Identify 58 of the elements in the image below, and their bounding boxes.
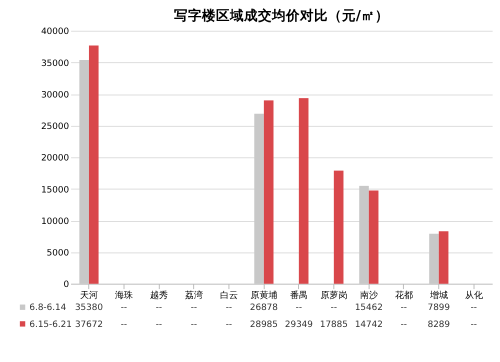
data-label: 26878 bbox=[250, 303, 278, 314]
bar bbox=[79, 60, 89, 284]
y-tick-label: 5000 bbox=[46, 248, 70, 259]
text: -- bbox=[156, 303, 162, 314]
data-label: 28985 bbox=[250, 320, 278, 330]
data-label: 35380 bbox=[74, 303, 104, 314]
data-label: 14742 bbox=[354, 320, 383, 330]
x-tick-label: 海珠 bbox=[114, 290, 133, 301]
text: -- bbox=[226, 303, 232, 314]
x-tick-label: 原萝岗 bbox=[320, 290, 348, 301]
bar bbox=[334, 170, 344, 284]
text: -- bbox=[470, 303, 477, 314]
y-tick-label: 10000 bbox=[41, 216, 70, 227]
bar bbox=[368, 190, 378, 284]
x-tick-label: 原黄埔 bbox=[250, 290, 278, 301]
data-label: 15462 bbox=[354, 303, 383, 314]
text: -- bbox=[400, 303, 408, 314]
data-label: 29349 bbox=[284, 320, 313, 330]
data-label: 17885 bbox=[320, 320, 348, 330]
text: -- bbox=[156, 320, 162, 330]
y-tick-label: 25000 bbox=[41, 122, 70, 132]
text: -- bbox=[226, 320, 232, 330]
data-label: 37672 bbox=[74, 320, 103, 330]
text: -- bbox=[296, 303, 302, 314]
legend-label: 6.15-6.21 bbox=[29, 320, 72, 330]
text: -- bbox=[190, 320, 198, 330]
x-tick-label: 花都 bbox=[394, 290, 413, 301]
x-tick-label: 增城 bbox=[428, 290, 448, 301]
y-tick-label: 30000 bbox=[41, 90, 70, 100]
legend-label: 6.8-6.14 bbox=[29, 303, 67, 314]
bar bbox=[429, 234, 439, 284]
data-label: 8289 bbox=[428, 320, 450, 330]
x-tick-label: 从化 bbox=[464, 290, 483, 301]
y-tick-label: 0 bbox=[64, 280, 70, 290]
x-tick-label: 南沙 bbox=[360, 290, 378, 301]
y-tick-label: 20000 bbox=[41, 154, 70, 164]
text: -- bbox=[330, 303, 338, 314]
text: -- bbox=[120, 320, 128, 330]
bar bbox=[264, 100, 274, 284]
x-tick-label: 白云 bbox=[220, 290, 238, 301]
x-tick-label: 天河 bbox=[80, 290, 98, 301]
y-tick-label: 40000 bbox=[41, 27, 70, 38]
data-label: 7899 bbox=[428, 303, 450, 314]
x-tick-label: 番禺 bbox=[290, 290, 308, 301]
y-tick-label: 15000 bbox=[41, 185, 70, 196]
bar bbox=[298, 98, 308, 284]
x-tick-label: 荔湾 bbox=[184, 290, 203, 301]
chart-title: 写字楼区域成交均价对比（元/㎡） bbox=[174, 6, 389, 24]
text: -- bbox=[190, 303, 198, 314]
y-tick-label: 35000 bbox=[41, 58, 70, 69]
bar bbox=[359, 186, 369, 284]
x-tick-label: 越秀 bbox=[150, 290, 168, 301]
text: -- bbox=[470, 320, 477, 330]
text: -- bbox=[400, 320, 408, 330]
bar bbox=[254, 114, 264, 284]
bar bbox=[438, 231, 448, 284]
text: -- bbox=[120, 303, 128, 314]
bar bbox=[88, 45, 99, 284]
